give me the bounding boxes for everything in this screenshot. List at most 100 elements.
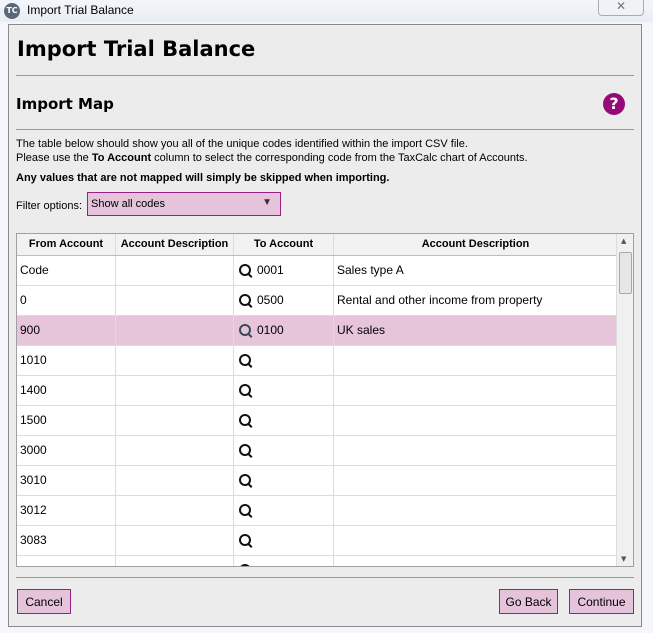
from-description-cell <box>116 556 234 566</box>
dropdown-arrow-icon: ▼ <box>262 197 272 208</box>
cancel-button[interactable]: Cancel <box>17 589 71 614</box>
from-account-cell: 0 <box>17 286 116 315</box>
divider <box>16 577 634 578</box>
page-title: Import Trial Balance <box>17 37 256 61</box>
search-icon[interactable] <box>239 353 251 366</box>
to-account-cell[interactable]: 0500 <box>234 286 334 315</box>
table-row[interactable]: Code 0001 Sales type A <box>17 256 617 286</box>
from-account-cell: 900 <box>17 316 116 345</box>
close-icon: ✕ <box>615 0 627 13</box>
search-icon[interactable] <box>239 563 251 566</box>
table-row[interactable]: 0 0500 Rental and other income from proper… <box>17 286 617 316</box>
table-row[interactable]: 3010 <box>17 466 617 496</box>
search-icon[interactable] <box>239 263 251 276</box>
divider <box>16 129 634 130</box>
to-description-cell <box>334 346 617 375</box>
search-icon[interactable] <box>239 443 251 456</box>
search-icon[interactable] <box>239 383 251 396</box>
from-account-cell <box>17 556 116 566</box>
table-row[interactable]: 3012 <box>17 496 617 526</box>
table-header: From Account Account Description To Acco… <box>17 234 617 256</box>
search-icon[interactable] <box>239 413 251 426</box>
go-back-button[interactable]: Go Back <box>499 589 558 614</box>
to-description-cell <box>334 496 617 525</box>
table-row[interactable]: 3000 <box>17 436 617 466</box>
filter-selected-value: Show all codes <box>91 198 165 210</box>
from-description-cell <box>116 436 234 465</box>
from-description-cell <box>116 526 234 555</box>
table-row[interactable]: 900 0100 UK sales <box>17 316 617 346</box>
from-account-cell: 1500 <box>17 406 116 435</box>
search-icon[interactable] <box>239 323 251 336</box>
to-description-cell <box>334 526 617 555</box>
to-account-cell[interactable] <box>234 526 334 555</box>
to-account-cell[interactable] <box>234 406 334 435</box>
dialog-panel: Import Trial Balance Import Map ? The ta… <box>8 24 642 627</box>
column-header[interactable]: From Account <box>17 234 116 255</box>
table-row[interactable]: 1400 <box>17 376 617 406</box>
from-description-cell <box>116 316 234 345</box>
column-header[interactable]: To Account <box>234 234 334 255</box>
search-icon[interactable] <box>239 533 251 546</box>
close-button[interactable]: ✕ <box>598 0 644 16</box>
to-account-value: 0001 <box>257 263 284 277</box>
table-row[interactable]: 3083 <box>17 526 617 556</box>
from-description-cell <box>116 256 234 285</box>
scroll-up-icon[interactable]: ▲ <box>621 237 627 245</box>
column-header[interactable]: Account Description <box>421 238 530 250</box>
to-description-cell: UK sales <box>337 323 386 337</box>
to-description-cell <box>334 466 617 495</box>
to-account-cell[interactable] <box>234 376 334 405</box>
app-logo-icon: TC <box>4 3 20 19</box>
table-row[interactable] <box>17 556 617 566</box>
from-account-cell: 3012 <box>17 496 116 525</box>
scroll-down-icon[interactable]: ▼ <box>621 555 627 563</box>
from-description-cell <box>116 466 234 495</box>
to-account-cell[interactable] <box>234 496 334 525</box>
to-description-cell <box>334 406 617 435</box>
from-account-cell: Code <box>17 256 116 285</box>
to-account-value: 0100 <box>257 323 284 337</box>
from-description-cell <box>116 496 234 525</box>
from-description-cell <box>116 346 234 375</box>
to-account-cell[interactable] <box>234 436 334 465</box>
table-row[interactable]: 1500 <box>17 406 617 436</box>
from-description-cell <box>116 286 234 315</box>
section-title: Import Map <box>16 95 114 113</box>
to-account-cell[interactable] <box>234 556 334 566</box>
to-description-cell <box>334 436 617 465</box>
intro-line-1: The table below should show you all of t… <box>16 138 468 150</box>
vertical-scrollbar[interactable]: ▲ ▼ <box>616 234 633 566</box>
from-description-cell <box>116 376 234 405</box>
to-account-value: 0500 <box>257 293 284 307</box>
from-account-cell: 1010 <box>17 346 116 375</box>
to-account-cell[interactable] <box>234 346 334 375</box>
filter-label: Filter options: <box>16 200 83 212</box>
to-description-cell <box>334 376 617 405</box>
from-account-cell: 1400 <box>17 376 116 405</box>
to-account-cell[interactable] <box>234 466 334 495</box>
from-account-cell: 3010 <box>17 466 116 495</box>
window-title: Import Trial Balance <box>27 3 134 17</box>
filter-select[interactable]: Show all codes ▼ <box>87 192 281 216</box>
help-icon[interactable]: ? <box>603 93 625 115</box>
intro-line-2: Please use the To Account column to sele… <box>16 152 528 164</box>
title-bar: TC Import Trial Balance ✕ <box>0 0 653 22</box>
warning-text: Any values that are not mapped will simp… <box>16 172 390 184</box>
search-icon[interactable] <box>239 473 251 486</box>
scrollbar-thumb[interactable] <box>619 252 632 294</box>
to-description-cell: Sales type A <box>337 263 404 277</box>
search-icon[interactable] <box>239 293 251 306</box>
from-account-cell: 3000 <box>17 436 116 465</box>
column-header[interactable]: Account Description <box>116 234 234 255</box>
table-row[interactable]: 1010 <box>17 346 617 376</box>
continue-button[interactable]: Continue <box>569 589 634 614</box>
search-icon[interactable] <box>239 503 251 516</box>
from-account-cell: 3083 <box>17 526 116 555</box>
divider <box>16 75 634 76</box>
to-account-cell[interactable]: 0100 <box>234 316 334 345</box>
to-description-cell: Rental and other income from property <box>337 293 543 307</box>
import-map-table: From Account Account Description To Acco… <box>16 233 634 567</box>
from-description-cell <box>116 406 234 435</box>
to-account-cell[interactable]: 0001 <box>234 256 334 285</box>
